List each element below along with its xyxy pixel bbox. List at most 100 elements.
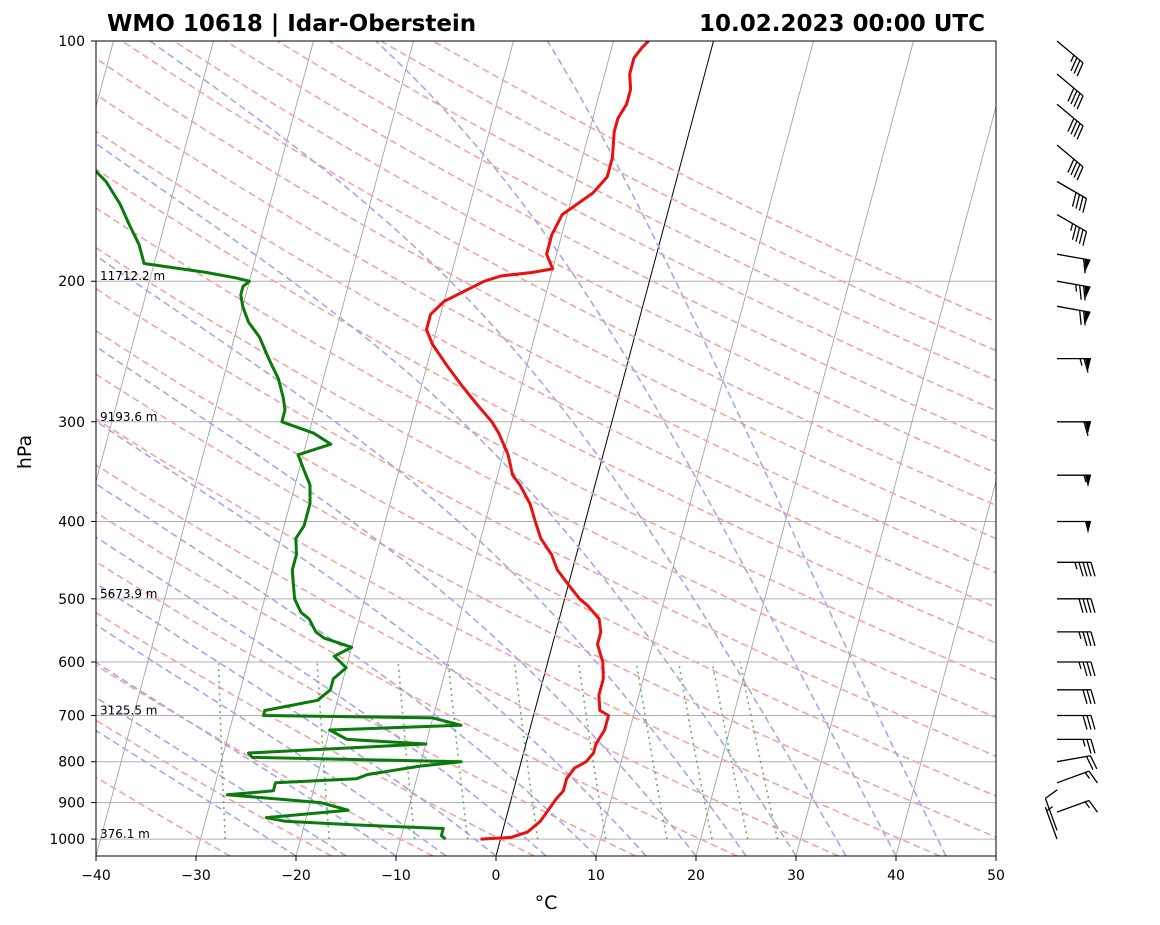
wind-barb-flag bbox=[1086, 739, 1092, 754]
wind-barb bbox=[1056, 103, 1084, 140]
moist-adiabat bbox=[96, 254, 747, 856]
wind-barb-staff bbox=[1056, 40, 1084, 64]
y-tick-label: 200 bbox=[58, 274, 85, 290]
isotherm-line bbox=[195, 41, 414, 856]
wind-barb-staff bbox=[1056, 103, 1084, 127]
dry-adiabat bbox=[96, 611, 535, 856]
moist-adiabat bbox=[96, 623, 447, 856]
wind-barb-flag bbox=[1082, 310, 1086, 326]
dry-adiabat bbox=[432, 41, 996, 323]
wind-barb-flag bbox=[1085, 756, 1094, 770]
dry-adiabat bbox=[225, 41, 996, 443]
wind-barb-flag bbox=[1067, 158, 1075, 173]
wind-barb bbox=[1056, 253, 1091, 274]
moist-adiabat bbox=[96, 536, 547, 856]
wind-barb bbox=[1057, 520, 1091, 534]
wind-barb-flag bbox=[1076, 95, 1084, 110]
x-axis-label: °C bbox=[535, 892, 558, 914]
mixing-ratio-line bbox=[397, 661, 416, 840]
reference-lines bbox=[0, 41, 996, 856]
zero-isotherm-line bbox=[495, 41, 714, 856]
dry-adiabat bbox=[96, 719, 332, 856]
wind-barb bbox=[1056, 144, 1084, 181]
moist-adiabat bbox=[546, 41, 947, 856]
y-tick-label: 900 bbox=[58, 796, 85, 812]
x-axis-ticks: −40 −30 −20 −10 0 10 20 30 40 50 bbox=[81, 856, 1005, 884]
wind-barb bbox=[1056, 214, 1088, 246]
height-label: 376.1 m bbox=[100, 827, 150, 841]
x-tick-label: −40 bbox=[81, 868, 111, 884]
wind-barb bbox=[1057, 474, 1091, 488]
plot-frame bbox=[95, 40, 997, 857]
wind-barb-flag bbox=[1090, 689, 1096, 704]
wind-barb-flag bbox=[1088, 770, 1099, 784]
wind-barb-flag bbox=[1071, 192, 1077, 207]
x-tick-label: −20 bbox=[281, 868, 311, 884]
wind-barb-half-flag bbox=[1070, 223, 1074, 231]
wind-barb-flag bbox=[1086, 689, 1092, 704]
x-tick-label: 40 bbox=[887, 868, 905, 884]
dry-adiabat bbox=[173, 41, 996, 474]
wind-barb-flag bbox=[1090, 739, 1096, 754]
dry-adiabat bbox=[121, 41, 996, 507]
dry-adiabat bbox=[96, 373, 996, 839]
wind-barb-flag bbox=[1089, 755, 1098, 770]
wind-barb bbox=[1057, 714, 1096, 730]
wind-barb-flag bbox=[1073, 123, 1081, 138]
wind-barb-staff bbox=[1056, 755, 1091, 763]
wind-barb-staff bbox=[1044, 798, 1058, 831]
wind-barb-flag bbox=[1082, 562, 1088, 577]
wind-barb-flag bbox=[1082, 661, 1088, 677]
mixing-ratio-line bbox=[635, 661, 668, 840]
wind-barb-flag bbox=[1082, 631, 1088, 647]
wind-barb-flag bbox=[1070, 57, 1078, 72]
wind-barb-flag bbox=[1082, 285, 1086, 301]
wind-barb-flag bbox=[1086, 562, 1092, 577]
wind-barb-flag bbox=[1082, 231, 1088, 246]
wind-barb-flag bbox=[1070, 161, 1078, 176]
wind-barb-flag bbox=[1078, 562, 1084, 577]
dry-adiabat bbox=[96, 664, 434, 856]
wind-barb-flag bbox=[1082, 198, 1088, 213]
wind-barb bbox=[1056, 770, 1099, 784]
wind-barb-staff bbox=[1056, 73, 1084, 97]
wind-barb-staff bbox=[1056, 214, 1087, 233]
y-tick-label: 500 bbox=[58, 592, 85, 608]
wind-barb bbox=[1057, 631, 1096, 647]
wind-barb-flag bbox=[1083, 358, 1089, 373]
wind-barb-half-flag bbox=[1078, 631, 1082, 640]
mixing-ratio-line bbox=[711, 661, 749, 840]
wind-barb bbox=[1056, 180, 1088, 213]
wind-barb bbox=[1044, 789, 1058, 831]
wind-barb-staff bbox=[1056, 180, 1087, 200]
dry-adiabat bbox=[96, 417, 941, 856]
height-labels: 376.1 m 3125.5 m 5673.9 m 9193.6 m 11712.2 m bbox=[100, 269, 165, 841]
wind-barb-pennant bbox=[1084, 286, 1091, 299]
moist-adiabat bbox=[96, 661, 397, 856]
wind-barb-half-flag bbox=[1074, 562, 1078, 570]
height-label: 11712.2 m bbox=[100, 269, 165, 283]
moist-adiabat bbox=[96, 696, 347, 856]
height-label: 3125.5 m bbox=[100, 703, 158, 717]
wind-barb-flag bbox=[1082, 258, 1086, 274]
dry-adiabat bbox=[96, 511, 738, 856]
wind-barb-flag bbox=[1076, 125, 1084, 140]
isotherm-line bbox=[795, 105, 996, 856]
wind-barb-staff bbox=[1056, 144, 1084, 168]
wind-barb-flag bbox=[1073, 164, 1081, 178]
isotherm-line bbox=[0, 41, 14, 856]
mixing-ratio-line bbox=[513, 661, 539, 840]
wind-barb bbox=[1056, 40, 1084, 77]
isotherm-line bbox=[595, 41, 814, 856]
wind-barb-flag bbox=[1073, 93, 1081, 107]
height-label: 9193.6 m bbox=[100, 410, 158, 424]
wind-barb bbox=[1056, 73, 1084, 110]
wind-barb bbox=[1057, 738, 1096, 754]
moist-adiabat bbox=[96, 482, 597, 856]
wind-barb-flag bbox=[1067, 87, 1075, 102]
dry-adiabat bbox=[96, 207, 996, 681]
isotherm-line bbox=[695, 41, 914, 856]
wind-barb-half-flag bbox=[1082, 739, 1086, 747]
dry-adiabat bbox=[96, 246, 996, 719]
